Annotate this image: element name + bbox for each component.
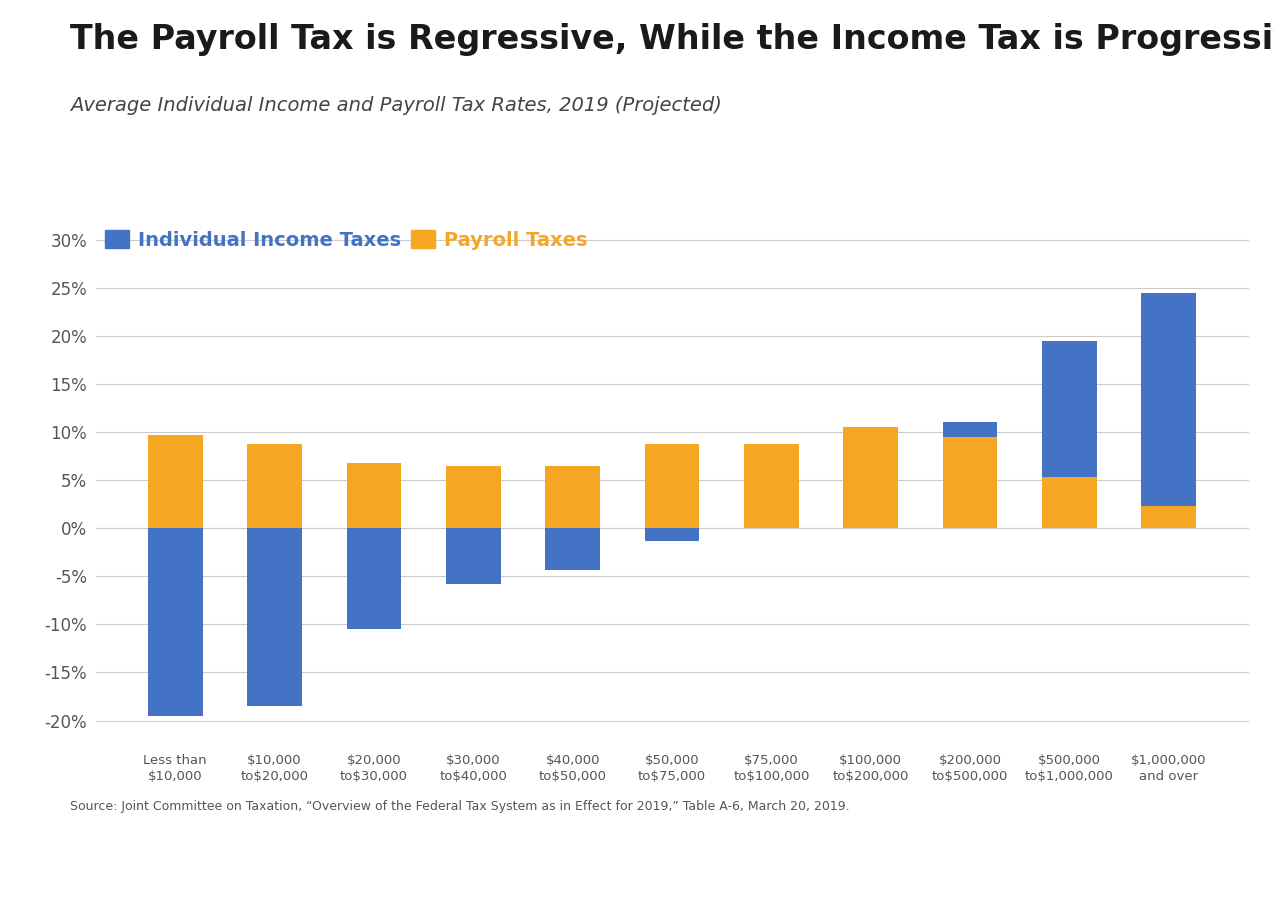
Bar [148, 528, 203, 716]
Bar [943, 437, 998, 528]
Bar [446, 528, 501, 584]
Legend: Individual Income Taxes, Payroll Taxes: Individual Income Taxes, Payroll Taxes [106, 231, 587, 250]
Bar [545, 466, 600, 528]
Bar [1142, 506, 1196, 528]
Bar [645, 444, 699, 528]
Bar [843, 427, 898, 528]
Text: @TaxFoundation: @TaxFoundation [1075, 875, 1236, 894]
Bar [943, 423, 998, 528]
Text: TAX FOUNDATION: TAX FOUNDATION [38, 875, 232, 894]
Text: The Payroll Tax is Regressive, While the Income Tax is Progressive: The Payroll Tax is Regressive, While the… [70, 23, 1274, 56]
Bar [744, 444, 799, 528]
Bar [148, 435, 203, 528]
Bar [1142, 292, 1196, 528]
Bar [545, 528, 600, 570]
Bar [347, 463, 401, 528]
Text: Average Individual Income and Payroll Tax Rates, 2019 (Projected): Average Individual Income and Payroll Ta… [70, 96, 722, 116]
Bar [247, 528, 302, 706]
Bar [744, 505, 799, 528]
Bar [446, 466, 501, 528]
Bar [347, 528, 401, 630]
Bar [1042, 341, 1097, 528]
Bar [843, 478, 898, 528]
Bar [645, 528, 699, 540]
Bar [247, 444, 302, 528]
Bar [1042, 477, 1097, 528]
Text: Source: Joint Committee on Taxation, “Overview of the Federal Tax System as in E: Source: Joint Committee on Taxation, “Ov… [70, 800, 850, 813]
